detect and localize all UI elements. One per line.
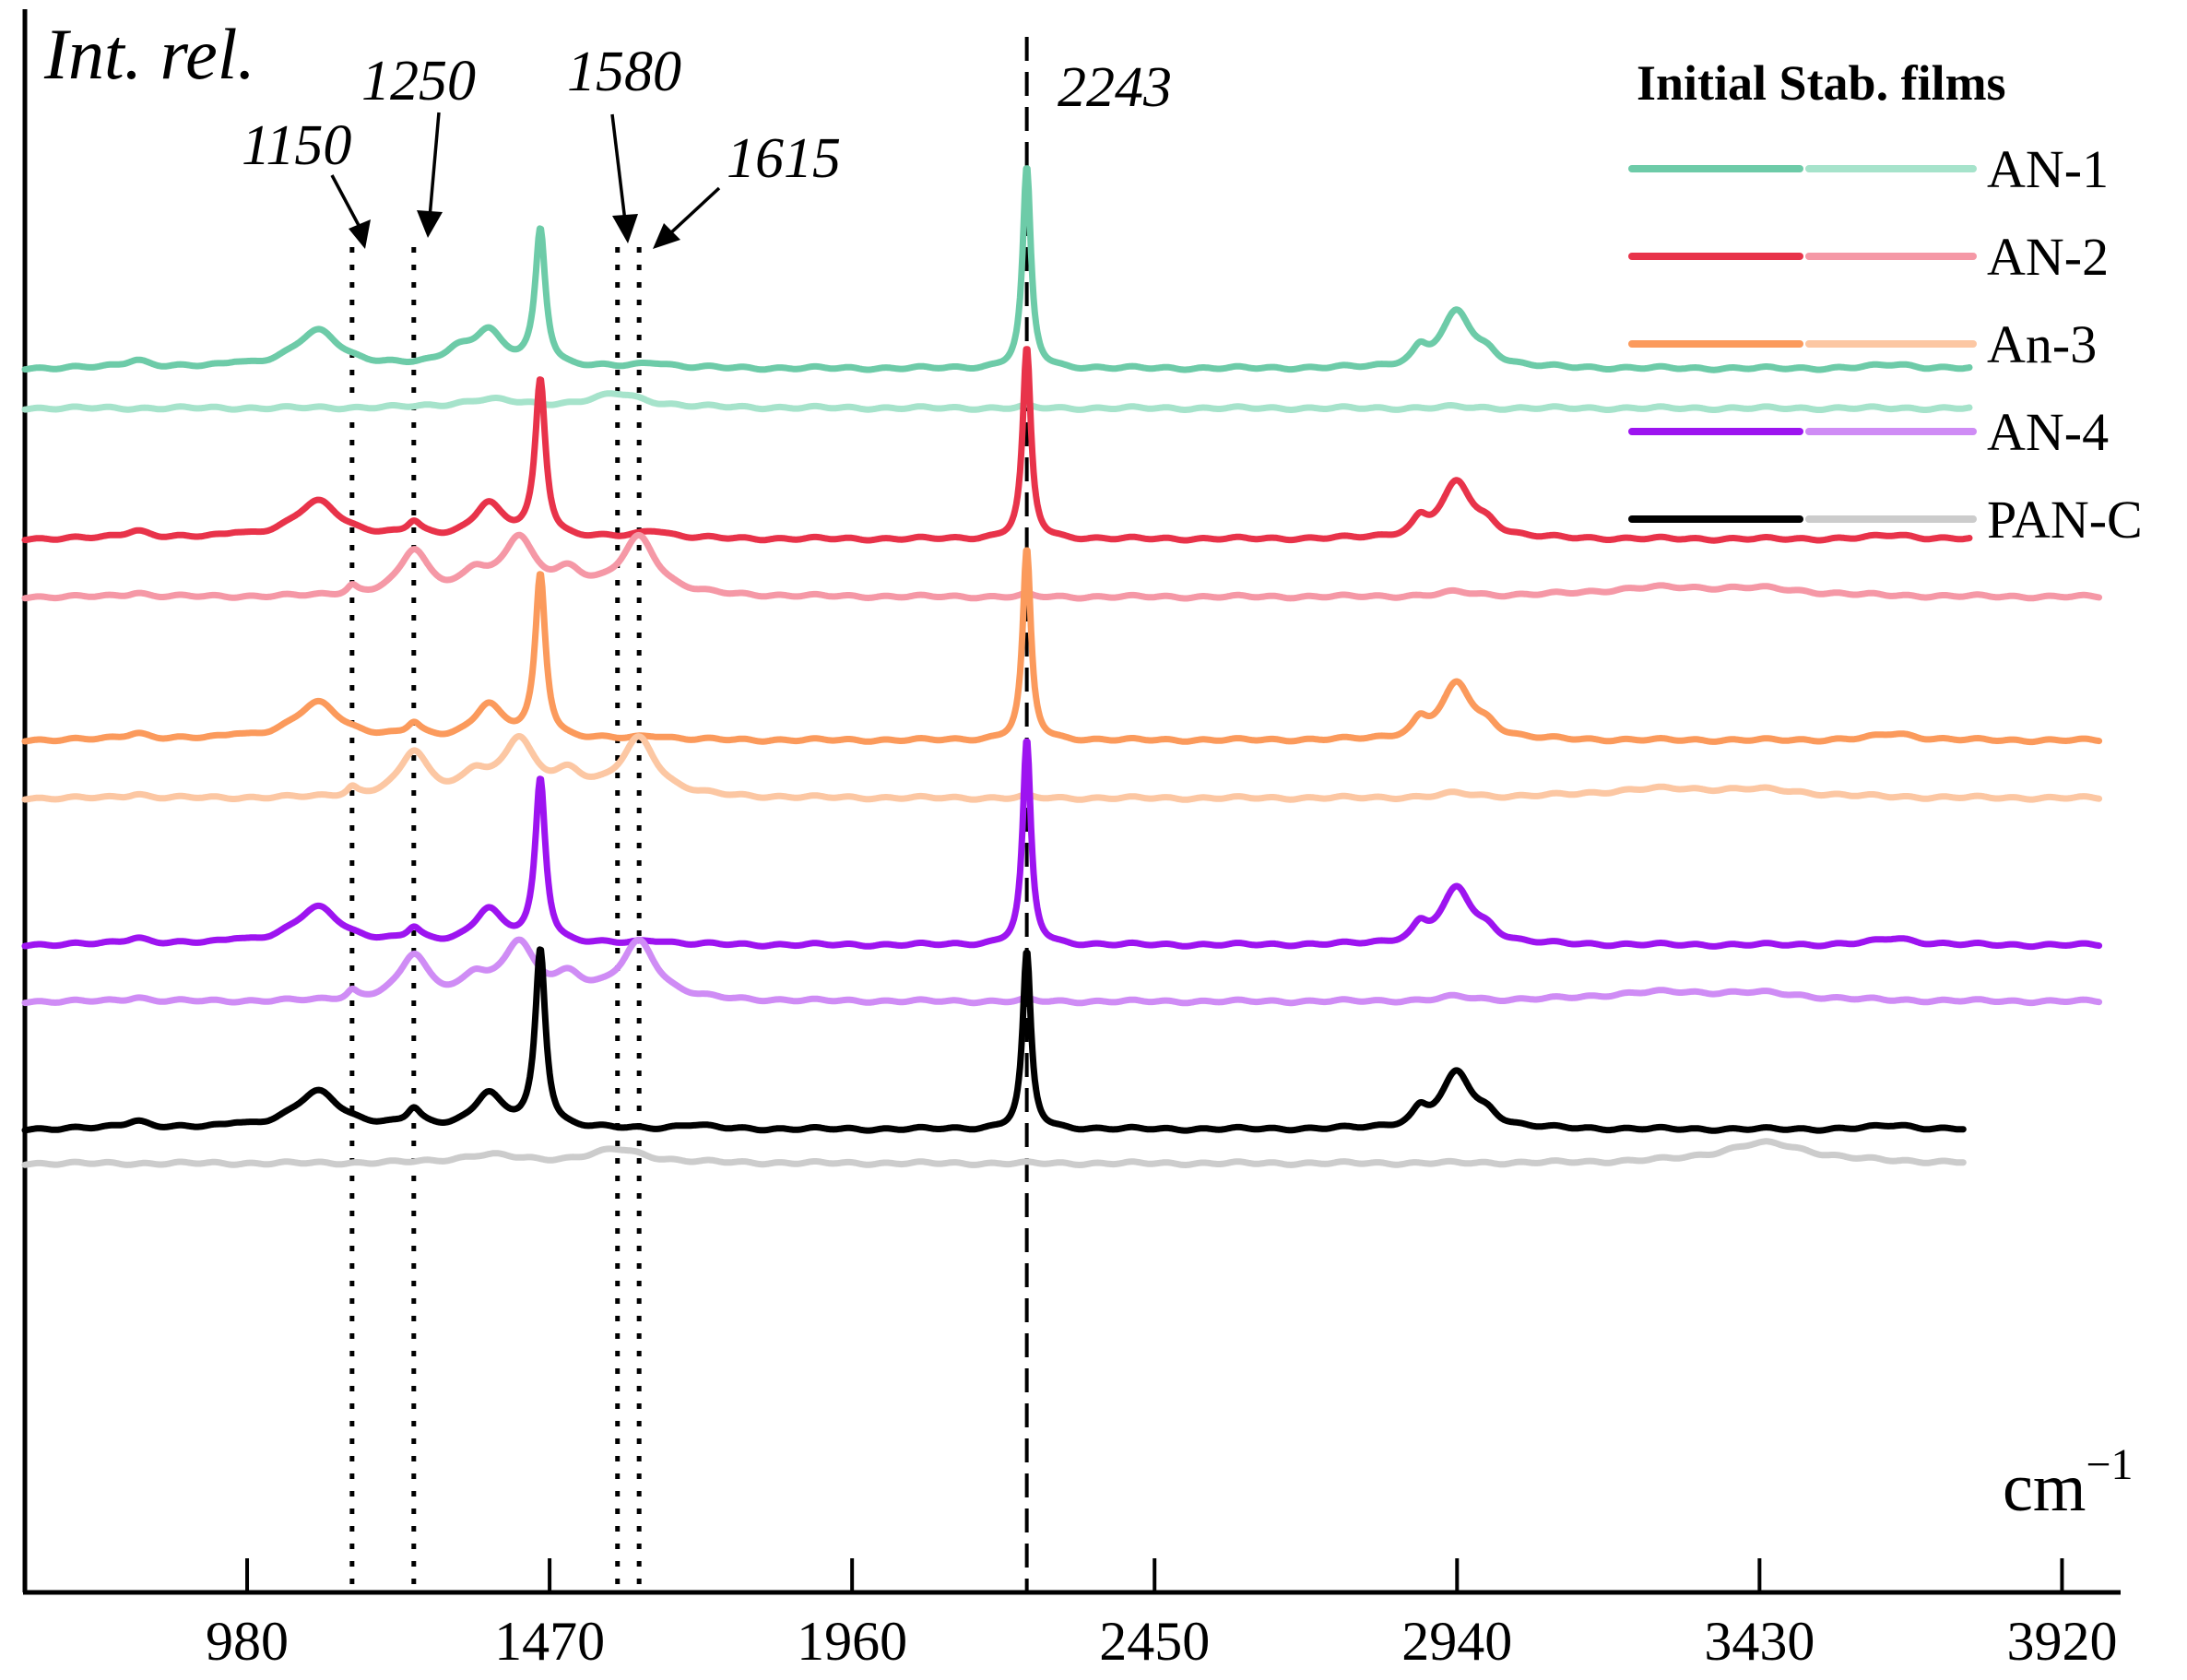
annotation-1150-label: 1150: [242, 114, 351, 177]
legend: Initial Stab. films AN-1 AN-2 An-3 AN-4 PAN-…: [1628, 55, 2143, 550]
series-an-2-stab: [21, 531, 2103, 602]
x-tick-label-2940: 2940: [1401, 1611, 1512, 1672]
x-tick-label-980: 980: [206, 1611, 289, 1672]
x-axis-unit-superscript: −1: [2086, 1440, 2133, 1489]
annotation-1615-arrowhead: [653, 223, 680, 249]
x-axis-unit-label: cm−1: [2003, 1440, 2133, 1526]
series-an-3-stab: [21, 733, 2103, 803]
annotation-1580-arrow: [610, 113, 627, 222]
x-tick-label-3430: 3430: [1704, 1611, 1815, 1672]
series-an-3-initial: [21, 547, 2103, 746]
annotation-2243-label: 2243: [1058, 56, 1172, 119]
annotation-1250-label: 1250: [361, 50, 476, 112]
legend-label-an-3: An-3: [1987, 314, 2097, 374]
reference-lines: [349, 37, 1029, 1592]
annotation-1250: 1250: [361, 50, 476, 238]
annotation-1580-label: 1580: [567, 41, 681, 103]
legend-label-an-4: AN-4: [1987, 402, 2109, 462]
legend-label-pan-c: PAN-C: [1987, 490, 2143, 550]
series-pan-c-stab: [21, 1138, 1967, 1168]
x-tick-label-3920: 3920: [2006, 1611, 2117, 1672]
annotation-1150-arrowhead: [349, 219, 371, 249]
x-tick-label-2450: 2450: [1099, 1611, 1210, 1672]
legend-label-an-2: AN-2: [1987, 227, 2109, 287]
x-axis-unit-text: cm: [2003, 1450, 2086, 1526]
annotation-1150-arrow: [330, 174, 363, 231]
series-an-4-initial: [21, 738, 2103, 951]
series-lines: [21, 165, 2103, 1168]
x-tick-label-1470: 1470: [494, 1611, 605, 1672]
annotation-1580: 1580: [567, 41, 681, 243]
annotation-1580-arrowhead: [612, 214, 638, 243]
annotation-1615-label: 1615: [727, 127, 841, 190]
annotation-1250-arrow: [428, 112, 441, 219]
series-an-1-initial: [21, 165, 1973, 373]
annotation-1150: 1150: [242, 114, 371, 249]
legend-label-an-1: AN-1: [1987, 139, 2109, 199]
axes: 980 1470 1960 2450 2940 3430 3920: [22, 9, 2121, 1672]
legend-title: Initial Stab. films: [1637, 55, 2006, 111]
annotation-1250-arrowhead: [417, 210, 443, 238]
series-an-1-stab: [21, 390, 1973, 413]
series-an-2-initial: [21, 346, 1973, 544]
x-ticks: 980 1470 1960 2450 2940 3430 3920: [206, 1558, 2117, 1672]
annotation-1615: 1615: [653, 127, 841, 249]
x-tick-label-1960: 1960: [797, 1611, 907, 1672]
y-axis-label: Int. rel.: [43, 14, 255, 94]
series-an-4-stab: [21, 936, 2103, 1007]
annotation-1615-arrow: [668, 186, 721, 236]
series-pan-c-initial: [21, 946, 1967, 1134]
